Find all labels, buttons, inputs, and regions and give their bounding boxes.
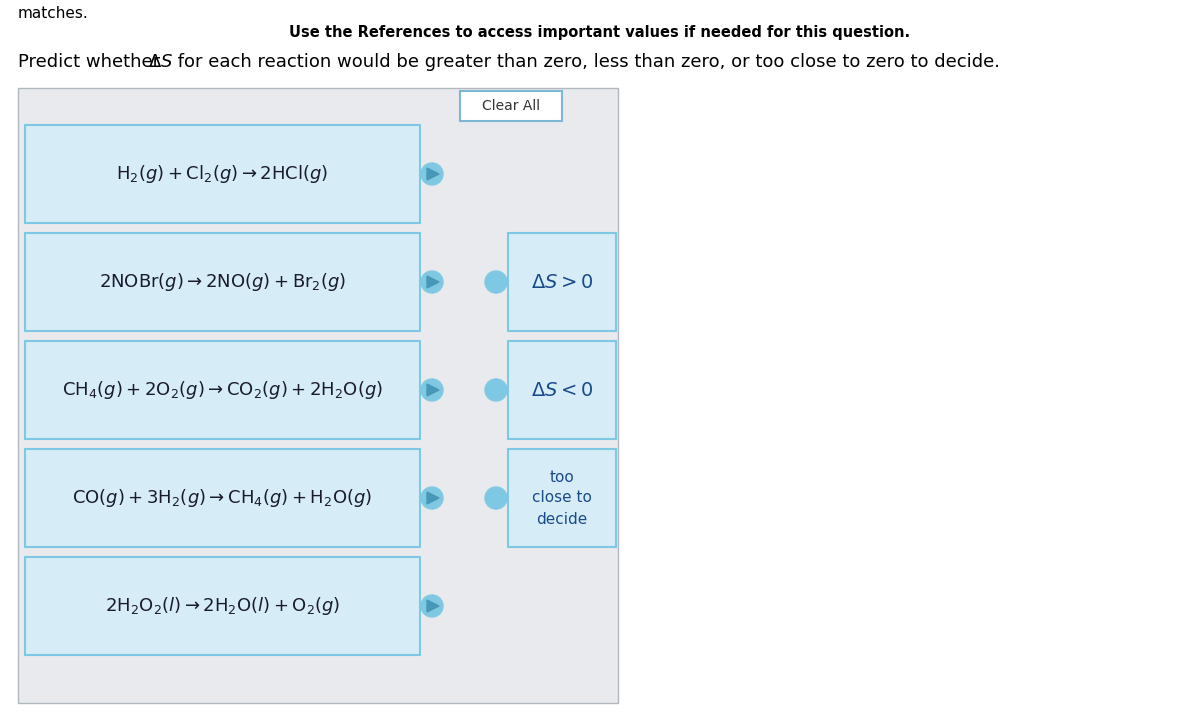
Polygon shape [427,276,439,288]
FancyBboxPatch shape [508,233,616,331]
Text: $2\mathrm{NOBr}(g) \rightarrow 2\mathrm{NO}(g) + \mathrm{Br_2}(g)$: $2\mathrm{NOBr}(g) \rightarrow 2\mathrm{… [98,271,346,293]
Text: Clear All: Clear All [482,99,540,113]
Circle shape [421,487,443,509]
Circle shape [485,379,508,401]
FancyBboxPatch shape [18,88,618,703]
Text: matches.: matches. [18,6,89,21]
Polygon shape [427,492,439,504]
Circle shape [421,163,443,185]
Circle shape [421,595,443,617]
Circle shape [485,487,508,509]
Text: $\mathrm{H_2}(g) + \mathrm{Cl_2}(g) \rightarrow 2\mathrm{HCl}(g)$: $\mathrm{H_2}(g) + \mathrm{Cl_2}(g) \rig… [116,163,329,185]
Text: Use the References to access important values if needed for this question.: Use the References to access important v… [289,24,911,39]
Text: for each reaction would be greater than zero, less than zero, or too close to ze: for each reaction would be greater than … [172,53,1000,71]
FancyBboxPatch shape [25,449,420,547]
Polygon shape [427,384,439,396]
Text: $\Delta S > 0$: $\Delta S > 0$ [530,273,593,291]
FancyBboxPatch shape [25,125,420,223]
Text: too
close to
decide: too close to decide [532,469,592,526]
FancyBboxPatch shape [25,233,420,331]
Polygon shape [427,168,439,180]
Text: $\Delta S$: $\Delta S$ [148,53,173,71]
Circle shape [421,271,443,293]
Circle shape [421,379,443,401]
Polygon shape [427,600,439,612]
FancyBboxPatch shape [460,91,562,121]
Text: $\mathrm{CH_4}(g) + 2\mathrm{O_2}(g) \rightarrow \mathrm{CO_2}(g) + 2\mathrm{H_2: $\mathrm{CH_4}(g) + 2\mathrm{O_2}(g) \ri… [62,379,383,401]
FancyBboxPatch shape [25,341,420,439]
FancyBboxPatch shape [25,557,420,655]
Text: $\mathrm{CO}(g) + 3\mathrm{H_2}(g) \rightarrow \mathrm{CH_4}(g) + \mathrm{H_2O}(: $\mathrm{CO}(g) + 3\mathrm{H_2}(g) \righ… [72,487,373,509]
Circle shape [485,271,508,293]
Text: Predict whether: Predict whether [18,53,166,71]
FancyBboxPatch shape [508,449,616,547]
Text: $\Delta S < 0$: $\Delta S < 0$ [530,380,593,399]
FancyBboxPatch shape [508,341,616,439]
Text: $2\mathrm{H_2O_2}(l) \rightarrow 2\mathrm{H_2O}(l) + \mathrm{O_2}(g)$: $2\mathrm{H_2O_2}(l) \rightarrow 2\mathr… [104,595,341,617]
